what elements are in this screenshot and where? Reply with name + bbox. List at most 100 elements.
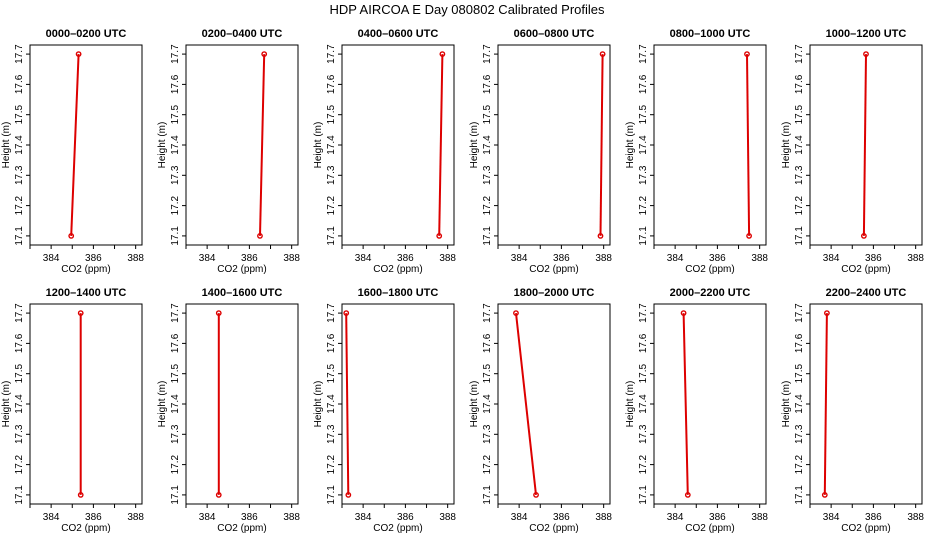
y-tick-label: 17.4 <box>638 394 649 414</box>
panel-9: 1600–1800 UTC 384 386 388 17.1 17.2 17.3 17.4 17… <box>313 287 456 534</box>
profile-line <box>438 54 444 236</box>
y-tick-label: 17.4 <box>170 135 181 155</box>
x-axis-label: CO2 (ppm) <box>685 523 734 534</box>
panel-title: 0400–0600 UTC <box>358 28 439 40</box>
y-tick-label: 17.1 <box>326 226 337 246</box>
panel-title: 1200–1400 UTC <box>46 287 127 299</box>
y-tick-label: 17.1 <box>170 485 181 505</box>
y-tick-label: 17.5 <box>638 364 649 384</box>
panel-6: 1000–1200 UTC 384 386 388 17.1 17.2 17.3 17.4 17… <box>781 28 924 275</box>
y-tick-label: 17.1 <box>14 485 25 505</box>
x-axis-label: CO2 (ppm) <box>529 523 578 534</box>
plot-frame <box>497 44 611 246</box>
x-tick-label: 386 <box>709 253 726 264</box>
y-tick-label: 17.5 <box>170 364 181 384</box>
x-tick-label: 384 <box>199 253 216 264</box>
y-tick-label: 17.2 <box>14 195 25 215</box>
plot-frame <box>185 303 299 505</box>
data-point <box>215 310 222 316</box>
y-tick-label: 17.7 <box>482 44 493 64</box>
data-point <box>436 233 443 239</box>
y-tick-label: 17.6 <box>638 333 649 353</box>
data-point <box>261 51 268 57</box>
x-axis-label: CO2 (ppm) <box>685 264 734 275</box>
y-tick-label: 17.2 <box>326 195 337 215</box>
x-axis-label: CO2 (ppm) <box>529 264 578 275</box>
x-tick-label: 388 <box>907 512 924 523</box>
data-point <box>77 310 84 316</box>
panel-title: 2200–2400 UTC <box>826 287 907 299</box>
y-tick-label: 17.5 <box>326 364 337 384</box>
y-tick-label: 17.3 <box>170 424 181 444</box>
y-tick-label: 17.6 <box>638 74 649 94</box>
data-point <box>821 492 828 498</box>
plot-frame <box>341 44 455 246</box>
plot-frame <box>497 303 611 505</box>
panel-1: 0000–0200 UTC 384 386 388 17.1 17.2 17.3 17.4 17… <box>1 28 144 275</box>
y-tick-label: 17.5 <box>638 105 649 125</box>
x-tick-label: 386 <box>709 512 726 523</box>
x-axis-label: CO2 (ppm) <box>841 264 890 275</box>
y-tick-label: 17.5 <box>14 105 25 125</box>
data-point <box>215 492 222 498</box>
panel-5: 0800–1000 UTC 384 386 388 17.1 17.2 17.3 17.4 17… <box>625 28 768 275</box>
panel-3: 0400–0600 UTC 384 386 388 17.1 17.2 17.3 17.4 17… <box>313 28 456 275</box>
data-point <box>863 51 869 57</box>
data-point <box>439 51 446 57</box>
profile-line <box>599 54 604 236</box>
x-tick-label: 384 <box>199 512 216 523</box>
x-axis-label: CO2 (ppm) <box>373 264 422 275</box>
data-point <box>597 233 604 239</box>
panel-title: 1400–1600 UTC <box>202 287 283 299</box>
y-axis-label: Height (m) <box>157 381 168 428</box>
data-point <box>680 310 687 316</box>
y-tick-label: 17.7 <box>638 303 649 323</box>
panel-title: 0800–1000 UTC <box>670 28 751 40</box>
panel-7: 1200–1400 UTC 384 386 388 17.1 17.2 17.3 17.4 17… <box>1 287 144 534</box>
x-tick-label: 388 <box>595 253 612 264</box>
x-tick-label: 384 <box>511 253 528 264</box>
data-point <box>599 51 606 57</box>
x-axis-label: CO2 (ppm) <box>61 523 110 534</box>
y-tick-label: 17.1 <box>482 485 493 505</box>
y-tick-label: 17.5 <box>794 105 805 125</box>
y-tick-label: 17.1 <box>170 226 181 246</box>
x-tick-label: 384 <box>355 512 372 523</box>
y-tick-label: 17.2 <box>638 195 649 215</box>
data-point <box>744 51 750 57</box>
y-tick-label: 17.3 <box>14 165 25 185</box>
x-tick-label: 384 <box>667 512 684 523</box>
x-tick-label: 384 <box>667 253 684 264</box>
y-tick-label: 17.1 <box>638 485 649 505</box>
y-tick-label: 17.3 <box>326 424 337 444</box>
y-tick-label: 17.2 <box>482 195 493 215</box>
y-tick-label: 17.1 <box>638 226 649 246</box>
y-axis-label: Height (m) <box>625 381 636 428</box>
y-tick-label: 17.1 <box>326 485 337 505</box>
y-tick-label: 17.6 <box>482 333 493 353</box>
data-point <box>68 233 75 239</box>
x-tick-label: 386 <box>241 253 258 264</box>
y-tick-label: 17.6 <box>794 333 805 353</box>
figure-title: HDP AIRCOA E Day 080802 Calibrated Profi… <box>329 2 605 17</box>
y-axis-label: Height (m) <box>1 381 12 428</box>
y-tick-label: 17.5 <box>326 105 337 125</box>
y-tick-label: 17.7 <box>794 303 805 323</box>
y-tick-label: 17.7 <box>482 303 493 323</box>
y-tick-label: 17.7 <box>170 303 181 323</box>
y-tick-label: 17.2 <box>14 454 25 474</box>
y-tick-label: 17.3 <box>482 424 493 444</box>
y-axis-label: Height (m) <box>469 122 480 169</box>
y-tick-label: 17.6 <box>794 74 805 94</box>
y-tick-label: 17.3 <box>638 424 649 444</box>
y-tick-label: 17.2 <box>170 195 181 215</box>
y-tick-label: 17.3 <box>14 424 25 444</box>
y-tick-label: 17.6 <box>170 74 181 94</box>
panel-11: 2000–2200 UTC 384 386 388 17.1 17.2 17.3 17.4 17… <box>625 287 768 534</box>
y-tick-label: 17.3 <box>638 165 649 185</box>
data-point <box>345 492 352 498</box>
y-tick-label: 17.6 <box>326 74 337 94</box>
x-tick-label: 386 <box>865 512 882 523</box>
y-tick-label: 17.4 <box>14 135 25 155</box>
x-tick-label: 388 <box>283 253 300 264</box>
